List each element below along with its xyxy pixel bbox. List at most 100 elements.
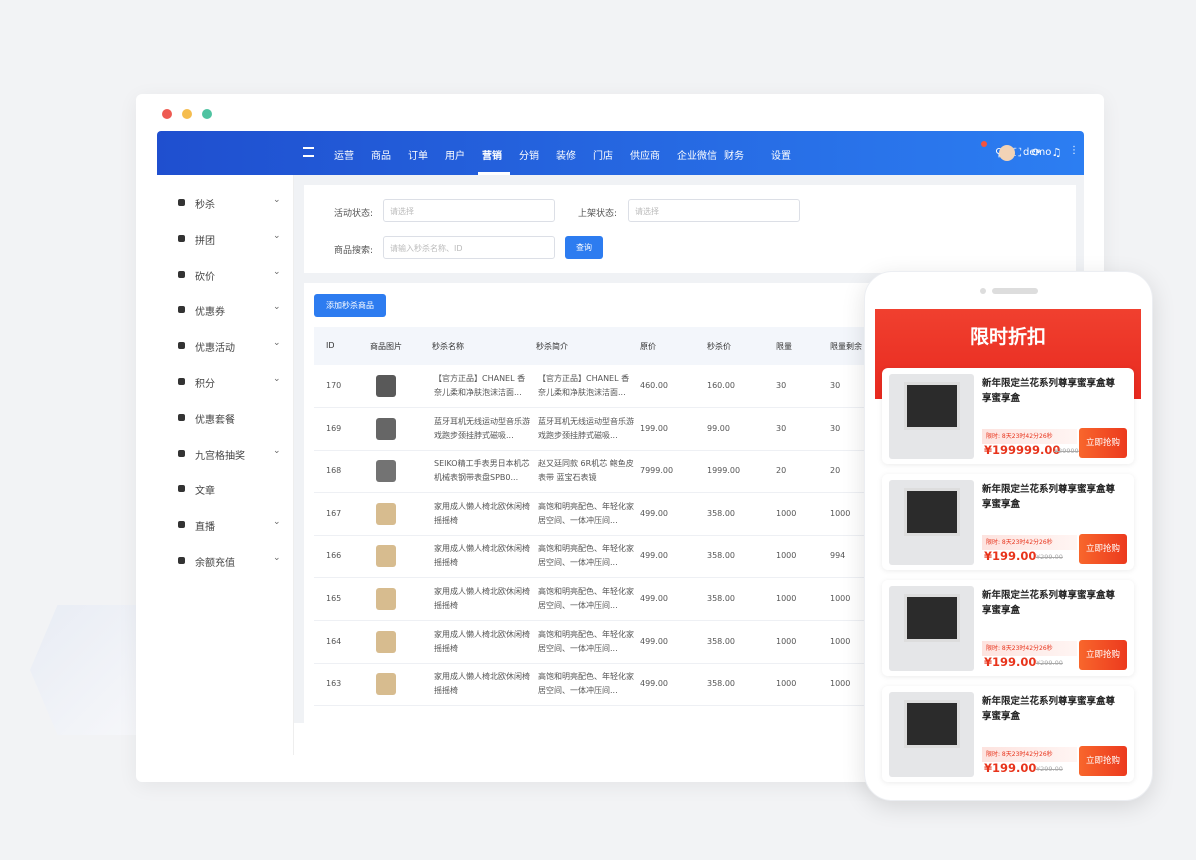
nav-item[interactable]: 运营 (334, 151, 354, 162)
nav-item[interactable]: 商品 (371, 151, 391, 162)
menu-icon (178, 485, 185, 493)
nav-active-bar (478, 172, 510, 175)
menu-item[interactable]: 优惠券 (195, 307, 225, 319)
menu-item[interactable]: 余额充值 (195, 558, 235, 569)
nav-item[interactable]: 用户 (445, 151, 465, 162)
table-cell: 蓝牙耳机无线运动型音乐游戏跑步颈挂脖式磁吸... (538, 416, 634, 440)
product-thumb (376, 460, 396, 483)
nav-item[interactable]: 设置 (771, 151, 791, 162)
buy-button[interactable]: 立即抢购 (1079, 746, 1127, 776)
menu-item[interactable]: 优惠套餐 (195, 414, 235, 426)
card-original: ¥29999 (1054, 447, 1079, 455)
table-cell: 【官方正品】CHANEL 香奈儿柔和净肤泡沫洁面... (538, 374, 630, 397)
table-cell: 499.00 (640, 508, 668, 518)
menu-item[interactable]: 拼团 (195, 235, 215, 247)
buy-button[interactable]: 立即抢购 (1079, 640, 1127, 670)
product-thumb (376, 545, 396, 568)
select[interactable]: 请选择 (383, 199, 555, 222)
product-thumb (376, 502, 396, 525)
user-name[interactable]: demo (1023, 147, 1052, 158)
menu-icon (178, 199, 185, 206)
menu-item[interactable]: 积分 (195, 379, 215, 390)
chevron: ⌄ (273, 445, 281, 456)
chevron: ⌄ (273, 195, 281, 205)
card-original: ¥299.00 (1036, 765, 1063, 773)
table-cell: 358.00 (707, 636, 735, 646)
product-card[interactable]: 新年限定兰花系列尊享蜜享盒尊享蜜享盒 限时: 8天23时42分26秒 ¥199999… (882, 368, 1134, 464)
menu-icon (178, 413, 185, 421)
filter-label: 上架状态: (578, 209, 618, 219)
nav-item[interactable]: 财务 (724, 151, 744, 162)
table-cell: 家用成人懒人椅北欧休闲椅摇摇椅 (434, 501, 530, 525)
menu-item[interactable]: 秒杀 (195, 200, 215, 211)
buy-button[interactable]: 立即抢购 (1079, 428, 1127, 458)
menu-item[interactable]: 优惠活动 (195, 343, 235, 355)
card-timer: 限时: 8天23时42分26秒 (982, 535, 1077, 550)
product-card[interactable]: 新年限定兰花系列尊享蜜享盒尊享蜜享盒 限时: 8天23时42分26秒 ¥199.00… (882, 474, 1134, 570)
nav-item[interactable]: 营销 (482, 151, 502, 162)
table-cell: 1000 (830, 594, 851, 603)
nav-item[interactable]: 装修 (556, 151, 576, 162)
nav-item[interactable]: 供应商 (630, 151, 660, 162)
table-cell: 499.00 (640, 551, 668, 561)
nav-item[interactable]: 企业微信 (677, 151, 717, 162)
nav-item[interactable]: 订单 (408, 151, 428, 162)
table-cell: SEIKO精工手表男日本机芯机械表钢带表盘SPB0... (434, 459, 530, 483)
chevron: ⌄ (273, 374, 281, 384)
menu-item[interactable]: 直播 (195, 522, 215, 534)
badge (981, 141, 987, 147)
product-thumb (376, 630, 396, 653)
menu-icon (178, 342, 185, 350)
card-image-frame (904, 594, 960, 642)
add-button[interactable]: 添加秒杀商品 (314, 294, 386, 317)
table-cell: 高饱和明亮配色、年轻化家居空间、一体冲压间... (538, 501, 634, 525)
table-cell: 1000 (830, 679, 851, 689)
table-cell: 358.00 (707, 508, 735, 518)
nav-item[interactable]: 分销 (519, 151, 539, 162)
menu-item[interactable]: 砍价 (195, 271, 215, 283)
table-cell: 358.00 (707, 551, 735, 561)
window-dot (182, 109, 192, 119)
nav-item[interactable]: 门店 (593, 151, 613, 162)
card-price: ¥199999.00 (984, 443, 1061, 457)
menu-icon (178, 449, 185, 457)
column-header: 原价 (640, 342, 656, 351)
search-input[interactable]: 请输入秒杀名称、ID (383, 236, 555, 259)
filter-panel: 活动状态: 请选择 上架状态: 请选择 商品搜索: 请输入秒杀名称、ID 查询 (304, 185, 1076, 273)
avatar[interactable] (999, 145, 1015, 161)
card-name: 新年限定兰花系列尊享蜜享盒尊享蜜享盒 (982, 590, 1116, 616)
column-header: 秒杀价 (707, 342, 731, 351)
table-cell: 20 (830, 466, 841, 476)
card-timer: 限时: 8天23时42分26秒 (982, 429, 1077, 444)
product-card[interactable]: 新年限定兰花系列尊享蜜享盒尊享蜜享盒 限时: 8天23时42分26秒 ¥199.00… (882, 686, 1134, 782)
menu-item[interactable]: 文章 (195, 486, 215, 498)
filter-label: 商品搜索: (334, 246, 374, 256)
menu-item[interactable]: 九宫格抽奖 (195, 450, 245, 462)
chevron: ⌄ (273, 302, 281, 313)
table-cell: 家用成人懒人椅北欧休闲椅摇摇椅 (434, 587, 530, 610)
table-cell: 1000 (776, 508, 797, 518)
menu-icon (178, 234, 185, 242)
window-dot (202, 109, 212, 119)
row-divider (314, 577, 1066, 579)
select[interactable]: 请选择 (628, 199, 800, 222)
row-divider (314, 449, 1066, 451)
table-cell: 家用成人懒人椅北欧休闲椅摇摇椅 (434, 544, 530, 568)
row-divider (314, 620, 1066, 621)
buy-button[interactable]: 立即抢购 (1079, 534, 1127, 564)
table-cell: 高饱和明亮配色、年轻化家居空间、一体冲压间... (538, 672, 634, 696)
product-card[interactable]: 新年限定兰花系列尊享蜜享盒尊享蜜享盒 限时: 8天23时42分26秒 ¥199.00… (882, 580, 1134, 676)
table-cell: 1999.00 (707, 466, 741, 476)
table-cell: 【官方正品】CHANEL 香奈儿柔和净肤泡沫洁面... (434, 374, 526, 397)
table-cell: 460.00 (640, 381, 668, 390)
table-cell: 7999.00 (640, 466, 674, 476)
search-button[interactable]: 查询 (565, 236, 603, 259)
card-image-frame (904, 700, 960, 748)
table-cell: 赵又廷同款 6R机芯 鲍鱼皮表带 蓝宝石表镜 (538, 459, 634, 483)
speaker (992, 288, 1038, 294)
menu-toggle[interactable] (303, 147, 314, 157)
table-cell: 99.00 (707, 423, 730, 433)
product-thumb (376, 588, 396, 610)
more[interactable]: ⋮ (1069, 145, 1079, 156)
